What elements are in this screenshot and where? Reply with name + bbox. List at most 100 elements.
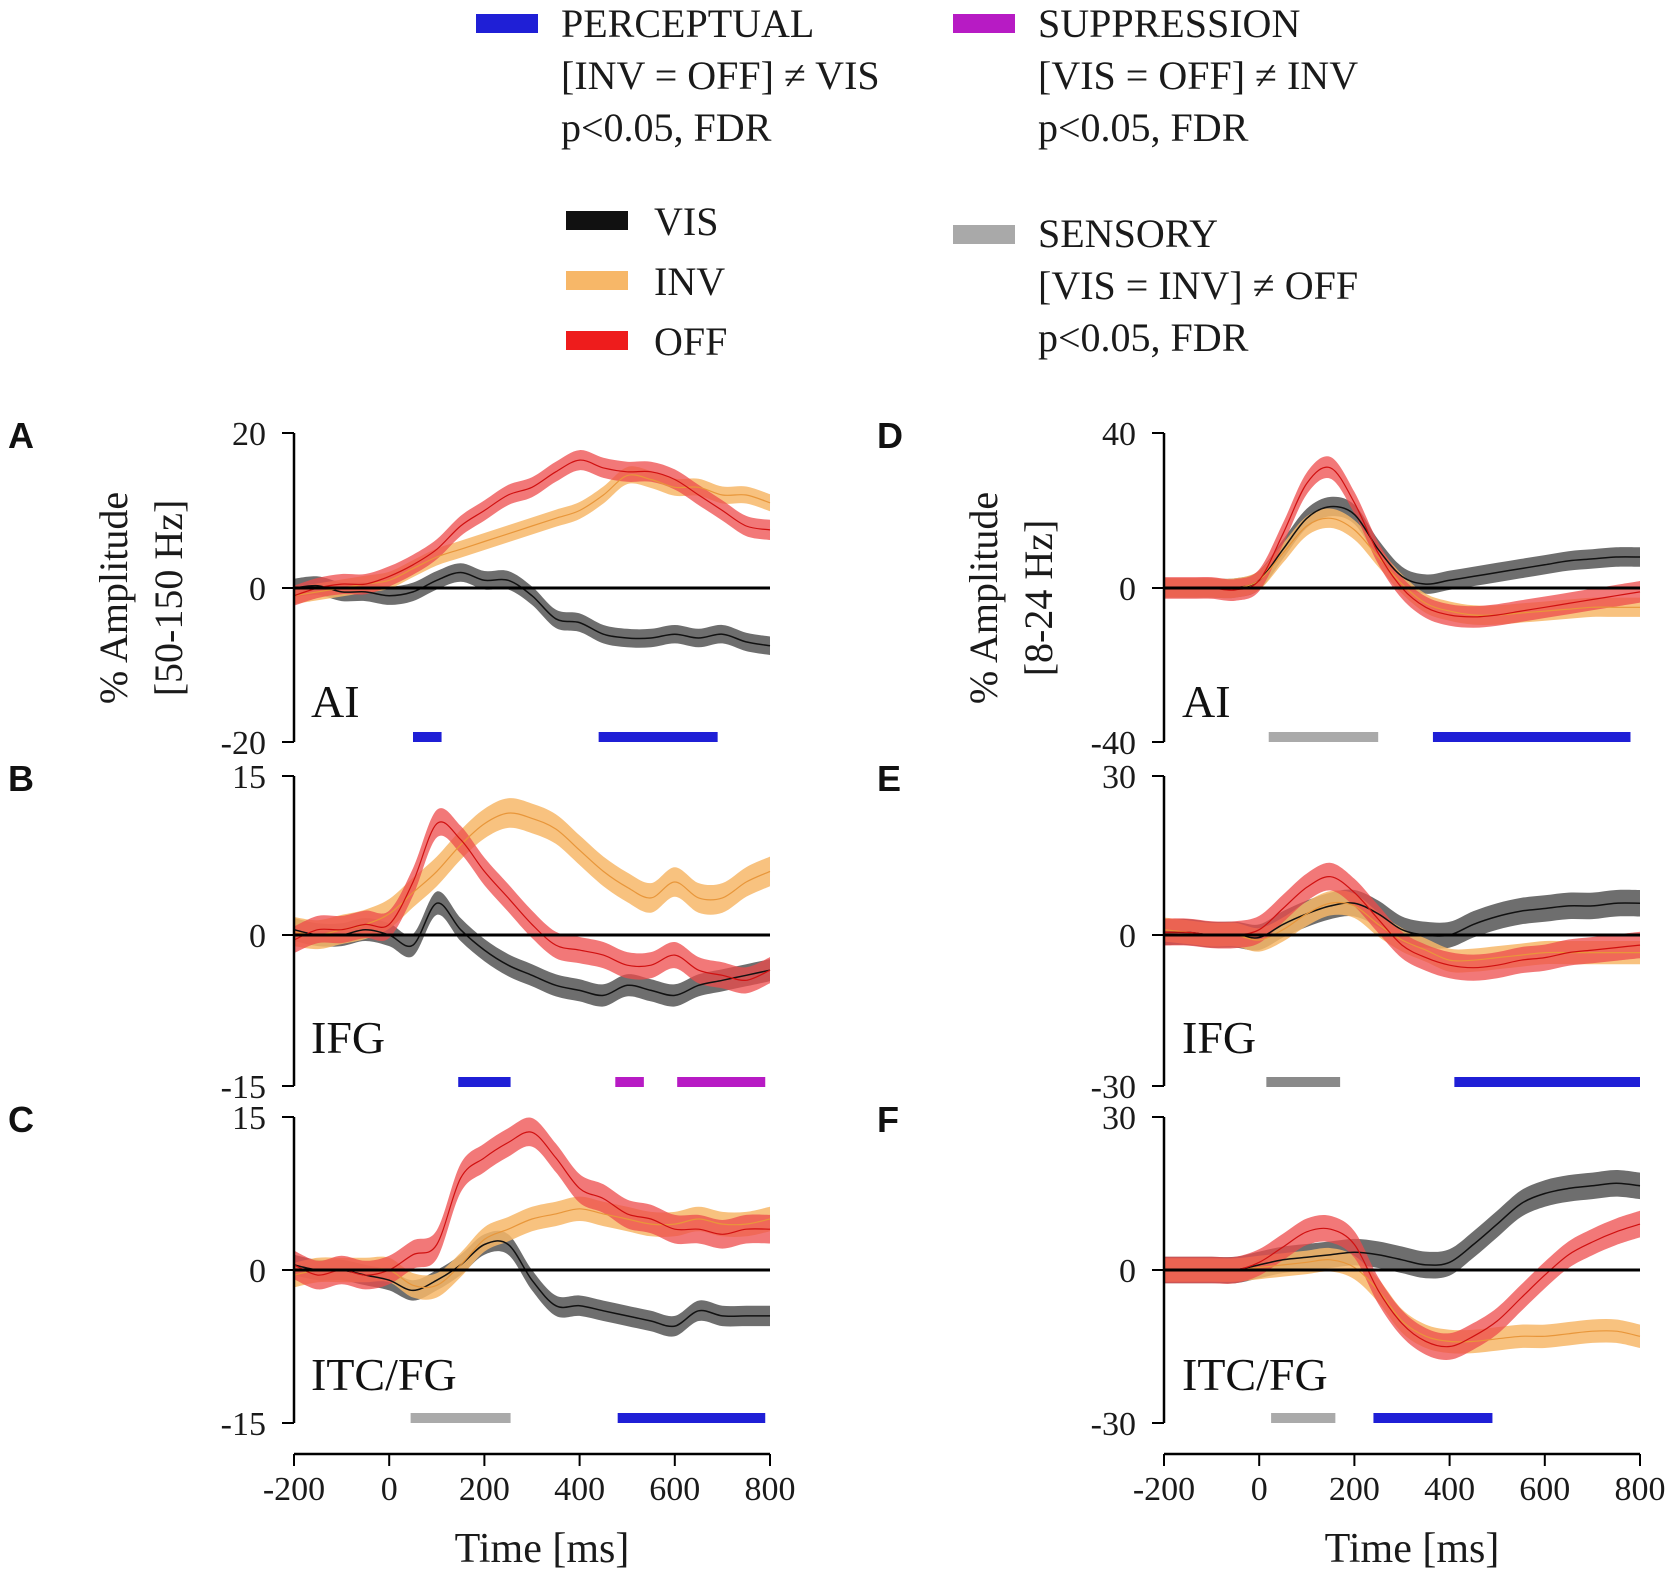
series-band-off (1164, 456, 1640, 628)
panel-b: B 15 0 -15 IFG (8, 758, 771, 1106)
y-tick-label: 30 (1102, 759, 1136, 796)
legend-inv-label: INV (654, 259, 725, 304)
panel-a: A 20 0 -20 AI (8, 415, 771, 762)
legend-swatch-vis (566, 211, 628, 230)
legend-perceptual-label: PERCEPTUAL (561, 1, 814, 46)
panel-d: D 40 0 -40 AI (877, 415, 1641, 762)
significance-bar-perceptual (617, 1413, 766, 1423)
legend-swatch-inv (566, 271, 628, 290)
panel-letter: D (877, 415, 903, 456)
x-tick-label: -200 (1133, 1471, 1195, 1508)
panel-f: F 30 0 -30 ITC/FG -200 0 200 400 600 800 Time [ms] (877, 1099, 1666, 1572)
panel-e: E 30 0 -30 IFG (877, 758, 1641, 1106)
significance-bar-perceptual (458, 1077, 511, 1087)
series-band-off (1164, 1210, 1640, 1360)
legend-swatch-off (566, 331, 628, 350)
series-line-vis (293, 1240, 770, 1328)
y-tick-label: -30 (1091, 1406, 1136, 1443)
legend-suppression-label: SUPPRESSION (1038, 1, 1300, 46)
legend-sensory-stat: p<0.05, FDR (1038, 315, 1249, 360)
x-tick-label: 200 (459, 1471, 510, 1508)
y-tick-label: 0 (1119, 918, 1136, 955)
region-label: ITC/FG (311, 1349, 457, 1400)
y-tick-label: -30 (1091, 1069, 1136, 1106)
ylabel-left-line2: [50-150 Hz] (146, 500, 191, 697)
legend-swatch-perceptual (476, 14, 538, 33)
series-line-vis (293, 902, 771, 997)
legend-swatch-sensory (953, 225, 1015, 244)
significance-bar-perceptual (1454, 1077, 1640, 1087)
series-line-vis (1163, 505, 1641, 590)
x-axis-label: Time [ms] (1325, 1526, 1500, 1572)
ylabel-right-line2: [8-24 Hz] (1016, 520, 1061, 677)
significance-bar-sensory (1271, 1413, 1336, 1423)
series-band-off (294, 1117, 770, 1290)
panel-letter: C (8, 1099, 34, 1140)
panel-letter: F (877, 1099, 899, 1140)
x-tick-label: 800 (1615, 1471, 1666, 1508)
y-tick-label: 0 (1119, 1253, 1136, 1290)
y-tick-label: 20 (232, 416, 266, 453)
panel-letter: A (8, 415, 34, 456)
y-tick-label: 0 (249, 918, 266, 955)
ylabel-right-line1: % Amplitude (961, 492, 1006, 704)
y-tick-label: 15 (232, 759, 266, 796)
x-tick-label: 0 (1251, 1471, 1268, 1508)
significance-bar-suppression (615, 1077, 644, 1087)
legend-perceptual-contrast: [INV = OFF] ≠ VIS (561, 53, 880, 98)
legend-sensory-label: SENSORY (1038, 211, 1218, 256)
x-tick-label: 800 (745, 1471, 796, 1508)
series-line-off (293, 459, 771, 597)
y-tick-label: -15 (221, 1069, 266, 1106)
series-line-off (293, 1131, 771, 1276)
ylabel-left-line1: % Amplitude (91, 492, 136, 704)
series-band-vis (1164, 496, 1640, 599)
x-tick-label: 600 (649, 1471, 700, 1508)
y-tick-label: 0 (249, 571, 266, 608)
series-line-inv (1163, 901, 1640, 962)
series-band-vis (294, 891, 770, 1007)
legend-sensory-contrast: [VIS = INV] ≠ OFF (1038, 263, 1358, 308)
series-band-vis (294, 1230, 770, 1337)
series-line-inv (293, 474, 771, 597)
panel-letter: B (8, 758, 34, 799)
panel-c: C 15 0 -15 ITC/FG -200 0 200 400 600 800 Time [ms] (8, 1099, 796, 1572)
y-tick-label: 30 (1102, 1100, 1136, 1137)
series-band-inv (1164, 508, 1640, 625)
legend-perceptual-stat: p<0.05, FDR (561, 105, 772, 150)
significance-bar-perceptual (413, 732, 442, 742)
y-tick-label: -20 (221, 725, 266, 762)
significance-bar-perceptual (1432, 732, 1631, 742)
y-tick-label: 15 (232, 1100, 266, 1137)
x-axis-label: Time [ms] (455, 1526, 630, 1572)
x-tick-label: 400 (1424, 1471, 1475, 1508)
series-band-off (294, 450, 770, 606)
significance-bar-perceptual (1373, 1413, 1493, 1423)
region-label: AI (1182, 676, 1231, 727)
significance-bar-suppression (677, 1077, 766, 1087)
y-tick-label: 0 (249, 1253, 266, 1290)
y-tick-label: -40 (1091, 725, 1136, 762)
legend-suppression-stat: p<0.05, FDR (1038, 105, 1249, 150)
x-tick-label: -200 (263, 1471, 325, 1508)
y-tick-label: 0 (1119, 571, 1136, 608)
region-label: IFG (1182, 1012, 1256, 1063)
x-tick-label: 0 (381, 1471, 398, 1508)
series-band-off (1164, 862, 1640, 981)
x-tick-label: 200 (1329, 1471, 1380, 1508)
series-line-inv (293, 812, 771, 936)
legend-swatch-suppression (953, 14, 1015, 33)
y-tick-label: -15 (221, 1406, 266, 1443)
series-line-off (293, 821, 771, 981)
y-tick-label: 40 (1102, 416, 1136, 453)
significance-bar-sensory-dark (1266, 1077, 1341, 1087)
region-label: IFG (311, 1012, 385, 1063)
legend-vis-label: VIS (654, 199, 718, 244)
series-band-inv (1164, 1247, 1640, 1354)
series-line-vis (293, 571, 771, 647)
significance-bar-sensory (1268, 732, 1379, 742)
series-band-vis (294, 563, 770, 655)
legend-suppression-contrast: [VIS = OFF] ≠ INV (1038, 53, 1358, 98)
legend-off-label: OFF (654, 319, 727, 364)
